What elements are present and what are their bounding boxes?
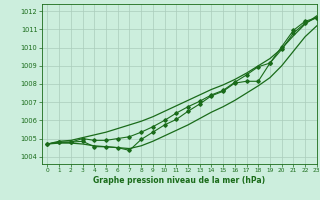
X-axis label: Graphe pression niveau de la mer (hPa): Graphe pression niveau de la mer (hPa): [93, 176, 265, 185]
